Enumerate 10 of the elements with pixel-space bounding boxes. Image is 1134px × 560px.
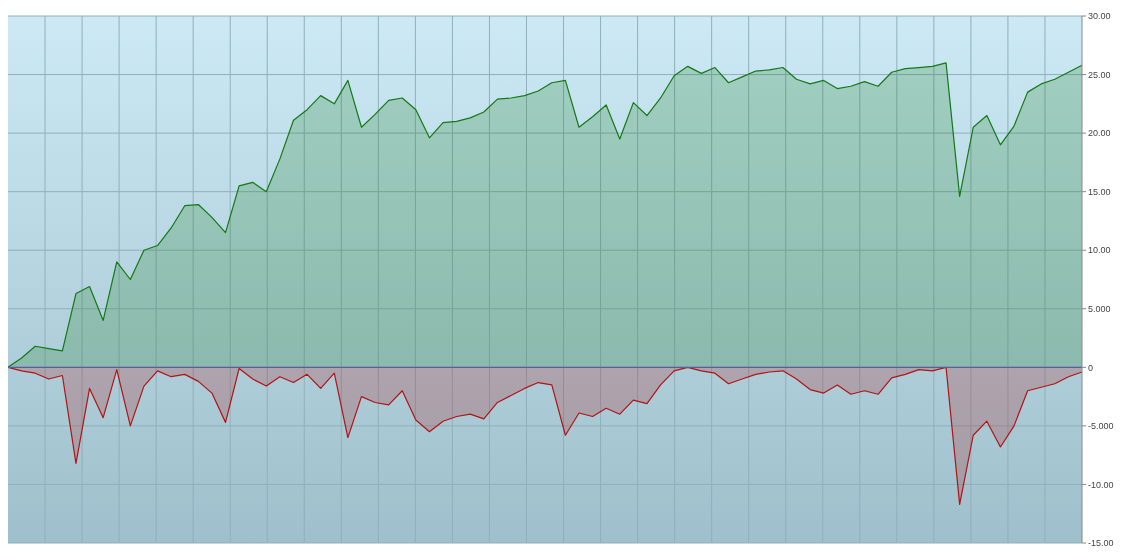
y-tick-label: -5.000 [1088,421,1114,432]
y-tick-label: 5.000 [1088,303,1111,314]
y-tick-label: -10.00 [1088,479,1114,490]
y-tick-label: 10.00 [1088,245,1111,256]
y-tick-label: 30.00 [1088,11,1111,22]
y-tick-label: 15.00 [1088,186,1111,197]
y-tick-label: 0 [1088,362,1094,373]
y-tick-label: 20.00 [1088,128,1111,139]
y-tick-label: 25.00 [1088,69,1111,80]
y-tick-label: -15.00 [1088,538,1114,549]
